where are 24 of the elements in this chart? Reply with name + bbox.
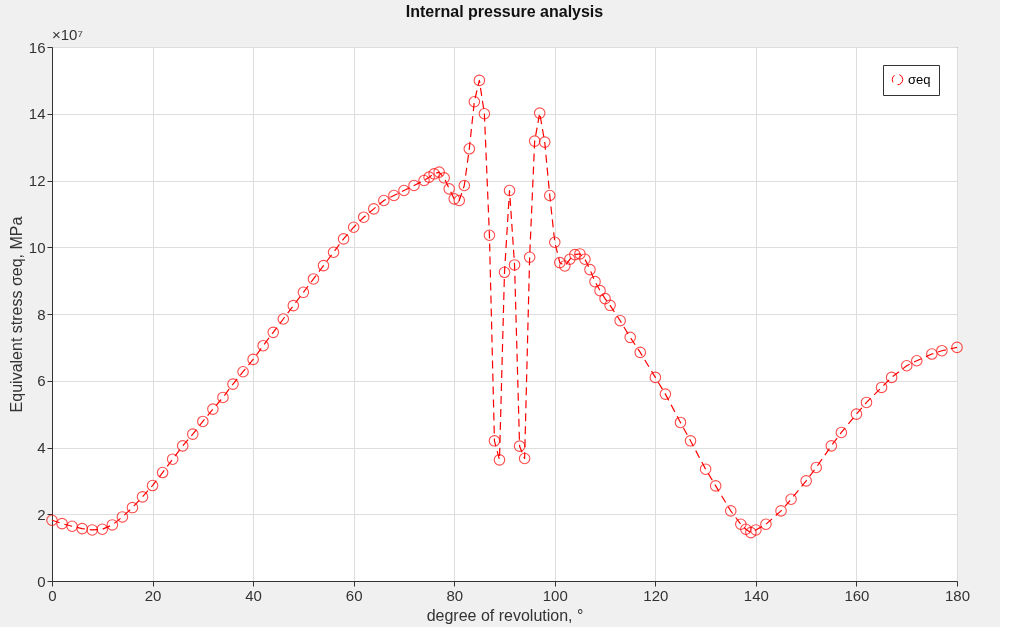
y-tick-label: 6 bbox=[37, 372, 46, 390]
y-tick-label: 10 bbox=[28, 238, 46, 256]
y-tick-label: 0 bbox=[37, 572, 46, 590]
y-tick-label: 14 bbox=[28, 105, 46, 123]
x-tick-label: 0 bbox=[48, 586, 57, 604]
text: ×10⁷ bbox=[52, 26, 83, 43]
x-tick-label: 160 bbox=[844, 586, 870, 604]
x-tick-label: 60 bbox=[345, 586, 363, 604]
y-axis-title: Equivalent stress σeq, MPa bbox=[7, 216, 25, 413]
y-tick-label: 16 bbox=[28, 38, 46, 56]
chart-title: Internal pressure analysis bbox=[405, 3, 604, 20]
x-tick-label: 100 bbox=[542, 586, 568, 604]
x-tick-label: 20 bbox=[144, 586, 162, 604]
x-tick-label: 40 bbox=[245, 586, 262, 604]
legend-label: σeq bbox=[908, 71, 931, 87]
y-tick-label: 2 bbox=[37, 505, 46, 523]
y-tick-label: 8 bbox=[37, 305, 46, 323]
x-axis-title: degree of revolution, ° bbox=[426, 606, 584, 624]
x-tick-label: 180 bbox=[944, 586, 971, 604]
x-tick-label: 140 bbox=[743, 586, 769, 604]
x-tick-label: 80 bbox=[446, 586, 464, 604]
y-tick-label: 4 bbox=[37, 439, 46, 456]
x-tick-label: 120 bbox=[643, 586, 669, 604]
y-tick-label: 12 bbox=[28, 172, 46, 189]
